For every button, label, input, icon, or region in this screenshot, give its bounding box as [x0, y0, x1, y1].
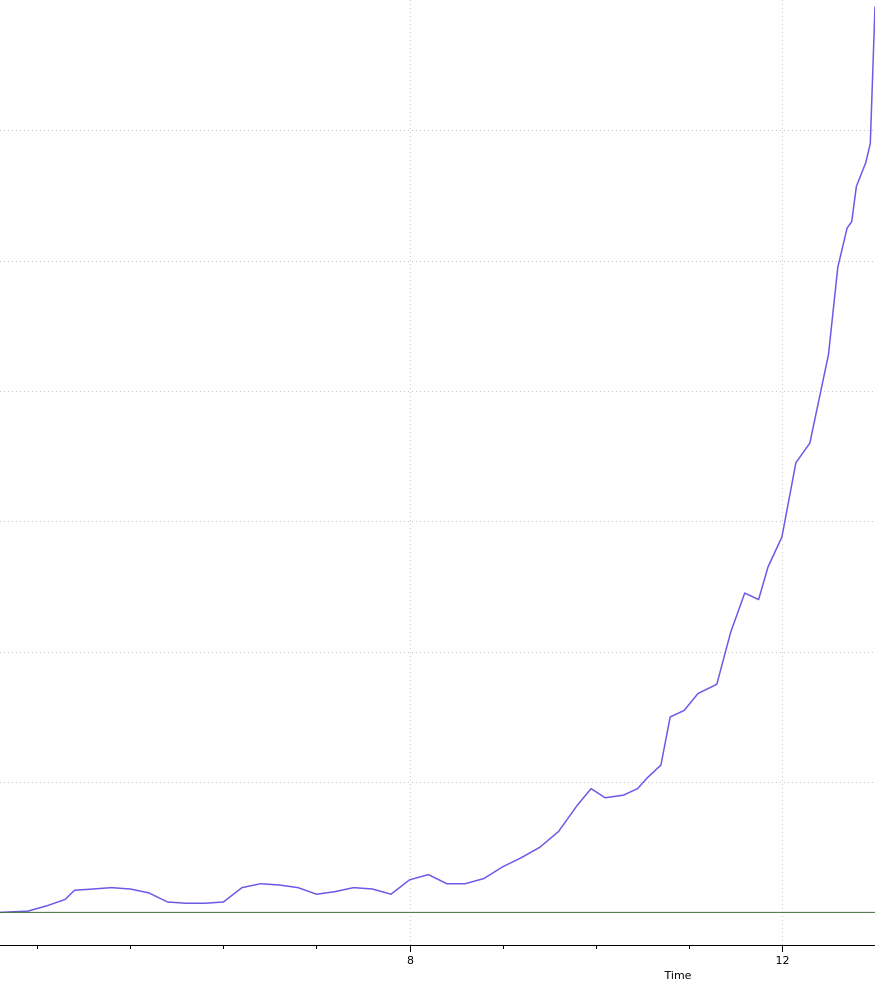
horizontal-grid [0, 130, 875, 783]
x-tick-label: 12 [776, 954, 790, 967]
x-axis-title: Time [664, 969, 692, 982]
vertical-grid [410, 0, 783, 945]
x-tick-label: 8 [407, 954, 414, 967]
series-line [0, 6, 875, 914]
x-axis-ticks: 8 12 [37, 945, 790, 967]
series-layer [0, 6, 875, 914]
